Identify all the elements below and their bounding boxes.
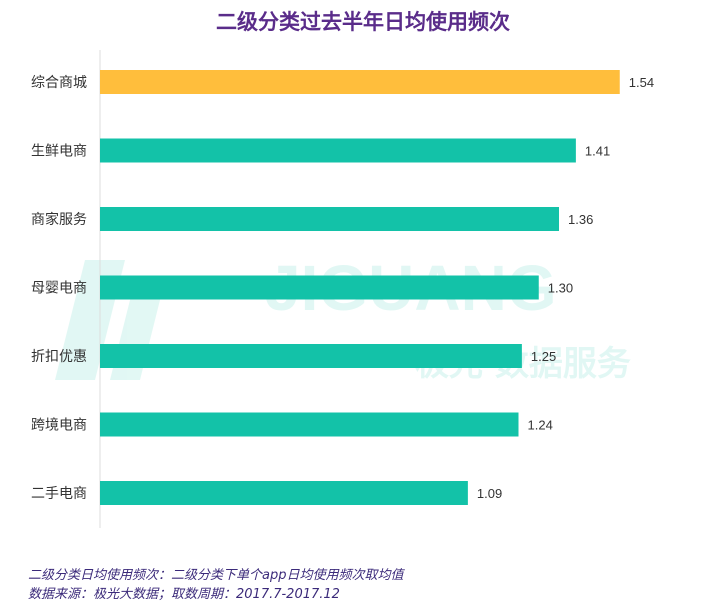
footnote-source: 数据来源：极光大数据；取数周期：2017.7-2017.12 (28, 587, 340, 602)
footnote-definition: 二级分类日均使用频次：二级分类下单个app日均使用频次取均值 (28, 568, 404, 583)
bar (100, 412, 519, 437)
bar (100, 207, 559, 231)
category-label: 跨境电商 (31, 418, 87, 434)
category-label: 综合商城 (31, 75, 87, 91)
bar-chart: 综合商城 1.54 生鲜电商 1.41 商家服务 1.36 母婴电商 1.30 折扣优惠 1.25… (31, 50, 654, 528)
value-label: 1.36 (568, 212, 593, 227)
bar (100, 481, 468, 505)
value-label: 1.54 (629, 75, 654, 90)
value-label: 1.09 (477, 486, 502, 501)
bar (100, 275, 539, 300)
value-label: 1.41 (585, 144, 610, 159)
value-label: 1.25 (531, 349, 556, 364)
chart-title: 二级分类过去半年日均使用频次 (216, 10, 510, 34)
category-label: 商家服务 (31, 211, 87, 228)
value-label: 1.24 (528, 418, 553, 433)
category-label: 生鲜电商 (31, 144, 87, 160)
bar (100, 344, 522, 368)
category-label: 折扣优惠 (31, 349, 87, 365)
category-label: 母婴电商 (31, 281, 87, 297)
category-label: 二手电商 (31, 486, 87, 502)
bar (100, 70, 620, 94)
bar (100, 138, 576, 163)
bars-group: 综合商城 1.54 生鲜电商 1.41 商家服务 1.36 母婴电商 1.30 折扣优惠 1.25… (31, 70, 654, 505)
value-label: 1.30 (548, 281, 573, 296)
